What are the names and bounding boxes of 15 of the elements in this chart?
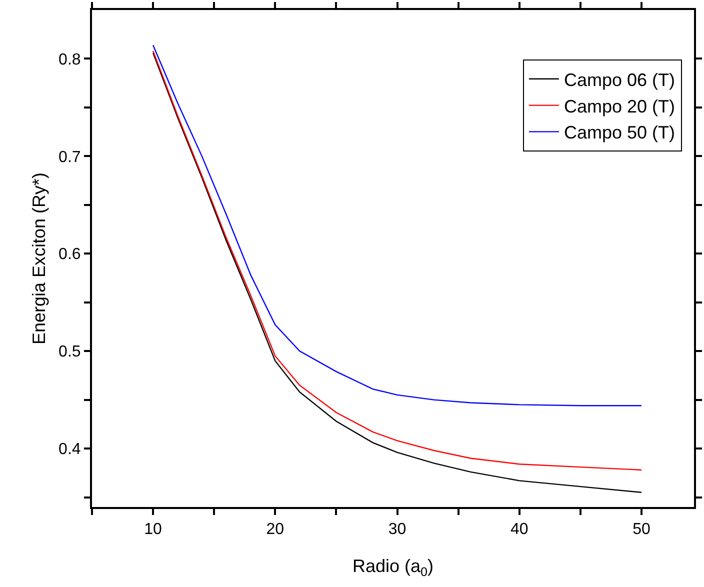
x-tick-label: 50 xyxy=(632,521,650,538)
y-tick-label: 0.5 xyxy=(58,344,81,361)
legend-label: Campo 50 (T) xyxy=(564,122,676,143)
y-tick-label: 0.8 xyxy=(58,51,81,68)
y-tick-label: 0.7 xyxy=(58,148,81,166)
x-tick-label: 10 xyxy=(144,521,162,538)
legend-label: Campo 20 (T) xyxy=(564,96,676,116)
x-tick-label: 20 xyxy=(266,521,284,538)
y-tick-label: 0.6 xyxy=(58,246,81,264)
y-tick-label: 0.4 xyxy=(58,441,81,458)
x-tick-label: 40 xyxy=(510,521,528,538)
y-axis-title: Energia Exciton (Ry*) xyxy=(29,172,49,345)
legend-label: Campo 06 (T) xyxy=(564,70,676,90)
x-tick-label: 30 xyxy=(388,521,406,538)
x-axis-title: Radio (a$_{0}$) xyxy=(352,556,434,579)
